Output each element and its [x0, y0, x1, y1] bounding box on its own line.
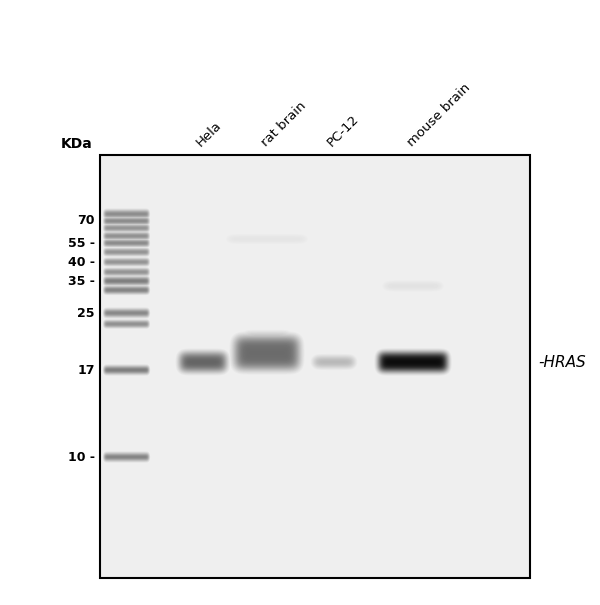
- Text: 55 -: 55 -: [68, 237, 95, 250]
- Text: mouse brain: mouse brain: [405, 81, 473, 149]
- Text: KDa: KDa: [60, 137, 92, 151]
- Text: 35 -: 35 -: [68, 275, 95, 289]
- Text: rat brain: rat brain: [259, 99, 308, 149]
- Bar: [100, 155, 530, 578]
- Text: -HRAS: -HRAS: [538, 355, 586, 370]
- Text: PC-12: PC-12: [325, 113, 362, 149]
- Text: 25: 25: [77, 307, 95, 320]
- Text: Hela: Hela: [194, 119, 224, 149]
- Text: 10 -: 10 -: [68, 451, 95, 464]
- Text: 40 -: 40 -: [68, 257, 95, 269]
- Text: 17: 17: [77, 364, 95, 378]
- Text: 70: 70: [77, 214, 95, 227]
